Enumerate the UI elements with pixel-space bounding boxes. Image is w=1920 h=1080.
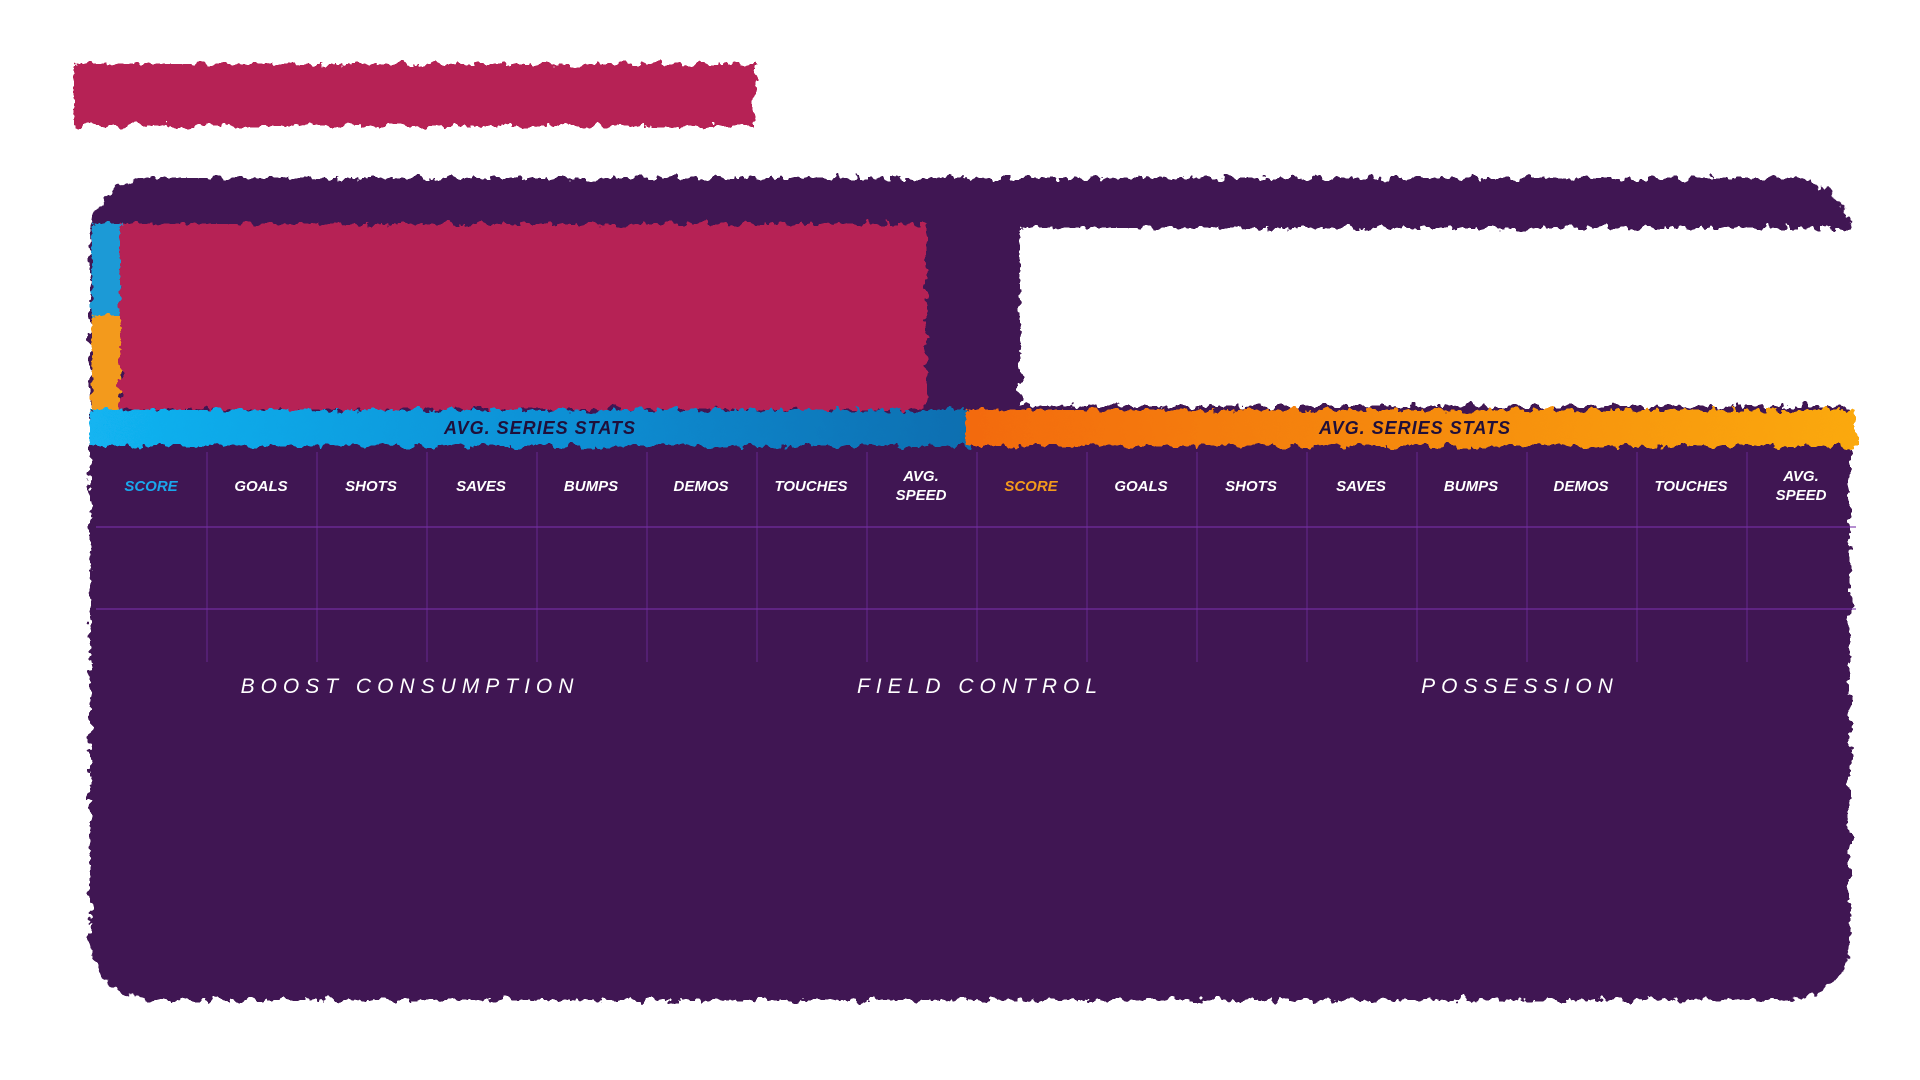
team-left-header-saves: SAVES (456, 477, 506, 495)
section-possession: POSSESSION (1421, 675, 1619, 698)
team-right-header-avg-speed: AVG. SPEED (1775, 468, 1827, 504)
team-left-header-shots: SHOTS (345, 477, 397, 495)
team-right-header-saves: SAVES (1336, 477, 1386, 495)
team-right-header-bumps: BUMPS (1443, 477, 1499, 495)
team-left-header-demos: DEMOS (673, 477, 729, 495)
section-boost-consumption: BOOST CONSUMPTION (240, 675, 580, 698)
team-left-header-score: SCORE (124, 477, 178, 495)
team-right-banner (1020, 228, 1860, 406)
team-left-header-touches: TOUCHES (774, 477, 848, 495)
team-left-header-bumps: BUMPS (563, 477, 619, 495)
team-right-strip-label: AVG. SERIES STATS (1318, 418, 1512, 438)
team-right-stats-strip (966, 410, 1856, 446)
section-field-control: FIELD CONTROL (856, 675, 1104, 698)
team-right-header-shots: SHOTS (1225, 477, 1277, 495)
title-banner (74, 64, 754, 126)
team-left-orange-accent (92, 316, 122, 410)
team-left-header-goals: GOALS (234, 477, 288, 495)
team-right-header-demos: DEMOS (1553, 477, 1609, 495)
team-left-stats-strip (90, 410, 970, 446)
team-left-header-avg-speed: AVG. SPEED (895, 468, 947, 504)
team-right-header-score: SCORE (1004, 477, 1058, 495)
team-left-strip-label: AVG. SERIES STATS (443, 418, 637, 438)
team-right-header-goals: GOALS (1114, 477, 1168, 495)
stats-column-headers: SCORE GOALS SHOTS SAVES BUMPS DEMOS TOUC… (96, 452, 1856, 520)
team-left-banner (120, 224, 926, 410)
team-right-header-touches: TOUCHES (1654, 477, 1728, 495)
team-left-blue-accent (92, 224, 122, 320)
